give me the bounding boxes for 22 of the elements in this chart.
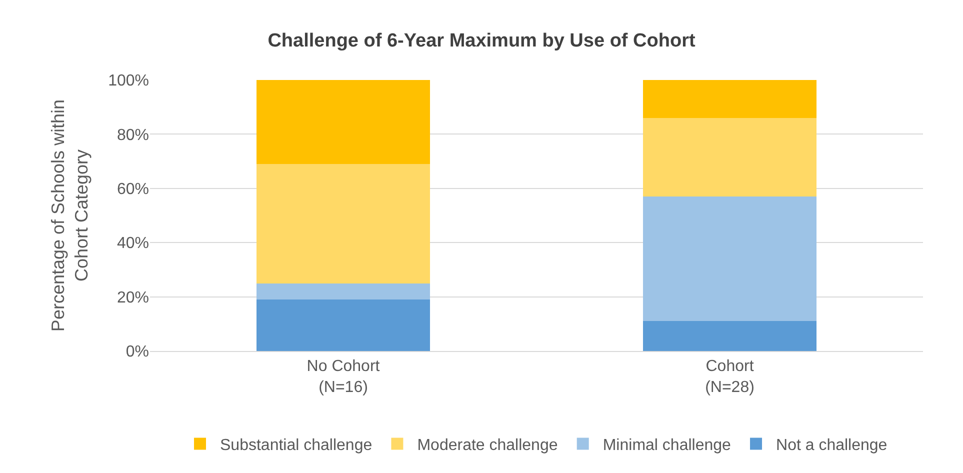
- bar: [256, 300, 430, 351]
- x-tick-label: No Cohort (N=16): [306, 358, 380, 396]
- bar: [256, 80, 430, 164]
- bar: [642, 118, 817, 197]
- chart-title: Challenge of 6-Year Maximum by Use of Cohort: [268, 30, 696, 52]
- y-tick-label: 20%: [116, 289, 149, 306]
- y-tick-label: 80%: [116, 126, 149, 144]
- y-tick-label: 100%: [108, 72, 149, 90]
- x-tick-label: Cohort (N=28): [705, 358, 754, 396]
- bar: [256, 283, 430, 300]
- bar: [256, 164, 430, 284]
- y-tick-label: 0%: [126, 344, 149, 361]
- bar: [642, 80, 817, 118]
- y-tick-label: 40%: [116, 235, 149, 252]
- legend-label: Moderate challenge: [417, 437, 558, 454]
- bar: [642, 321, 817, 351]
- legend-label: Not a challenge: [776, 437, 888, 454]
- y-axis-title: Percentage of Schools within Cohort Category: [48, 99, 92, 332]
- y-tick-label: 60%: [116, 181, 149, 198]
- legend-label: Substantial challenge: [220, 437, 372, 454]
- bar: [642, 196, 817, 322]
- legend-label: Minimal challenge: [602, 437, 732, 454]
